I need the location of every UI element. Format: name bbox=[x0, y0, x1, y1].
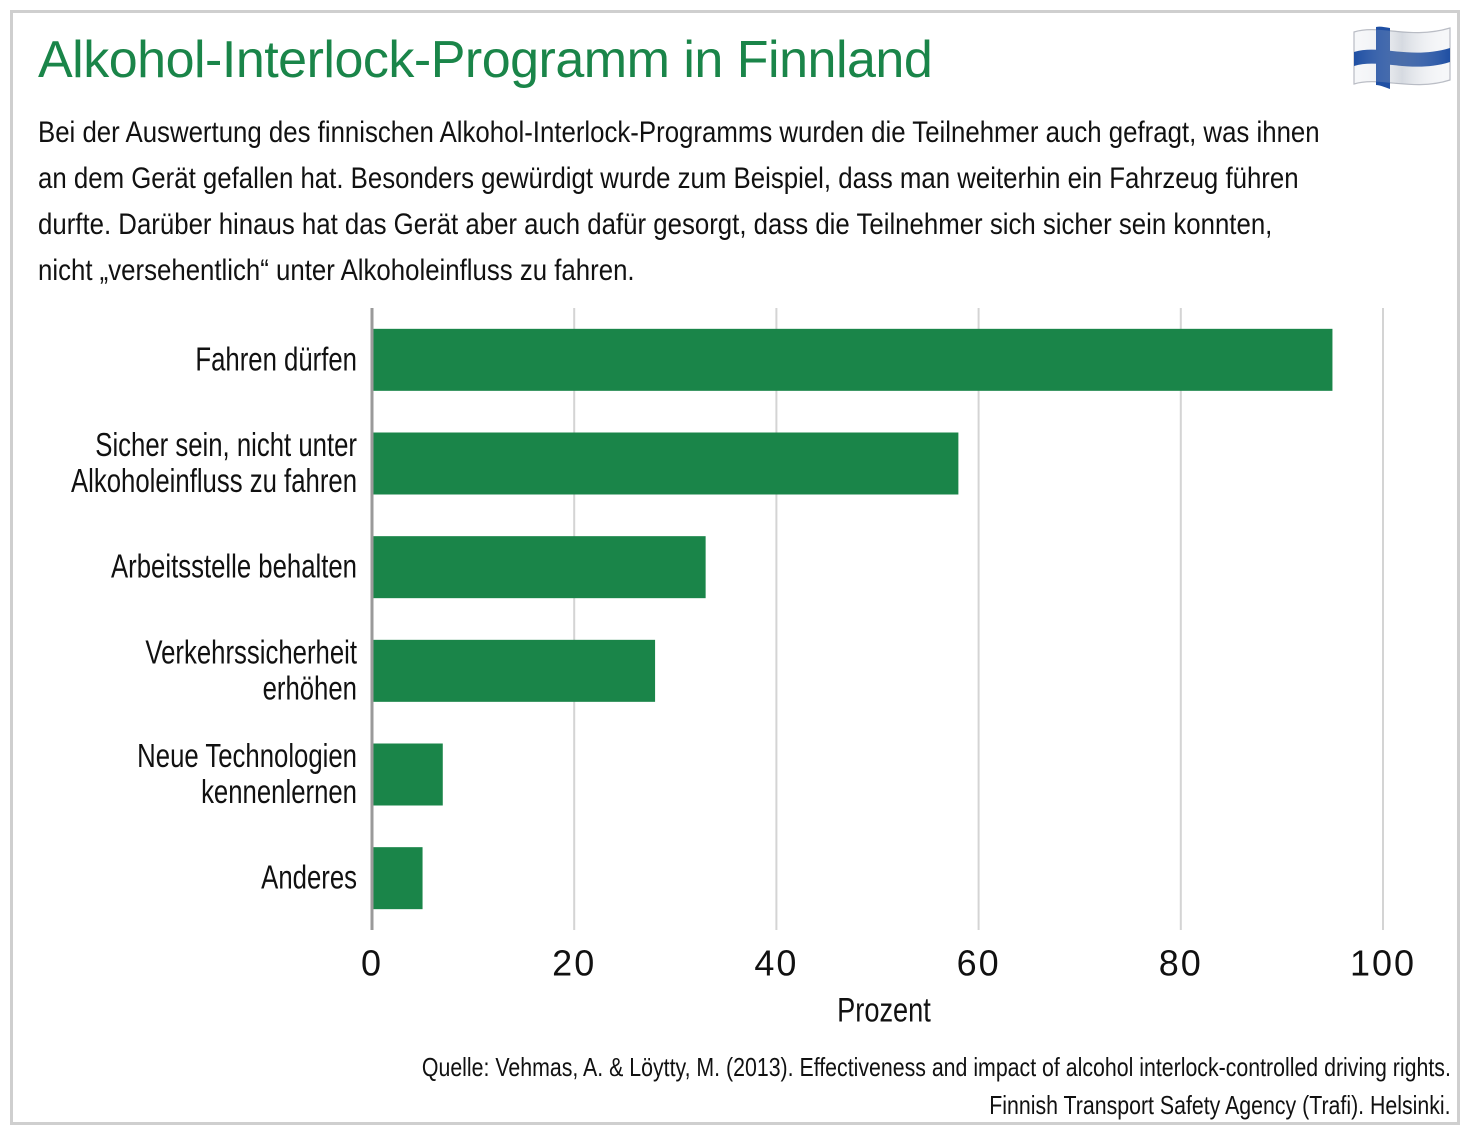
category-label: kennenlernen bbox=[201, 774, 357, 811]
finland-flag-icon bbox=[1353, 26, 1451, 90]
bar bbox=[372, 743, 443, 806]
source-line: Finnish Transport Safety Agency (Trafi).… bbox=[989, 1090, 1451, 1120]
chart-frame bbox=[10, 10, 1460, 1125]
x-tick-label: 100 bbox=[1350, 943, 1416, 984]
x-axis-label: Prozent bbox=[837, 991, 931, 1030]
bar bbox=[372, 847, 423, 910]
description-line: an dem Gerät gefallen hat. Besonders gew… bbox=[38, 162, 1299, 195]
bar bbox=[372, 328, 1333, 391]
x-tick-label: 80 bbox=[1159, 943, 1203, 984]
bar bbox=[372, 639, 656, 702]
category-label: Anderes bbox=[261, 860, 357, 897]
category-label: erhöhen bbox=[263, 670, 357, 707]
x-tick-label: 40 bbox=[754, 943, 798, 984]
bar bbox=[372, 432, 959, 495]
description-line: nicht „versehentlich“ unter Alkoholeinfl… bbox=[38, 254, 635, 287]
category-label: Alkoholeinfluss zu fahren bbox=[71, 463, 357, 500]
bar bbox=[372, 536, 706, 599]
x-tick-label: 20 bbox=[552, 943, 596, 984]
x-tick-label: 0 bbox=[361, 943, 383, 984]
category-label: Fahren dürfen bbox=[195, 341, 357, 378]
category-label: Verkehrssicherheit bbox=[145, 634, 357, 671]
category-label: Neue Technologien bbox=[137, 738, 357, 775]
source-line: Quelle: Vehmas, A. & Löytty, M. (2013). … bbox=[422, 1052, 1451, 1082]
category-label: Arbeitsstelle behalten bbox=[111, 549, 357, 586]
chart-description: Bei der Auswertung des finnischen Alkoho… bbox=[38, 110, 1320, 294]
chart-title: Alkohol-Interlock-Programm in Finnland bbox=[38, 31, 933, 89]
category-label: Sicher sein, nicht unter bbox=[95, 427, 357, 464]
description-line: Bei der Auswertung des finnischen Alkoho… bbox=[38, 116, 1320, 149]
description-line: durfte. Darüber hinaus hat das Gerät abe… bbox=[38, 208, 1273, 241]
x-tick-label: 60 bbox=[957, 943, 1001, 984]
